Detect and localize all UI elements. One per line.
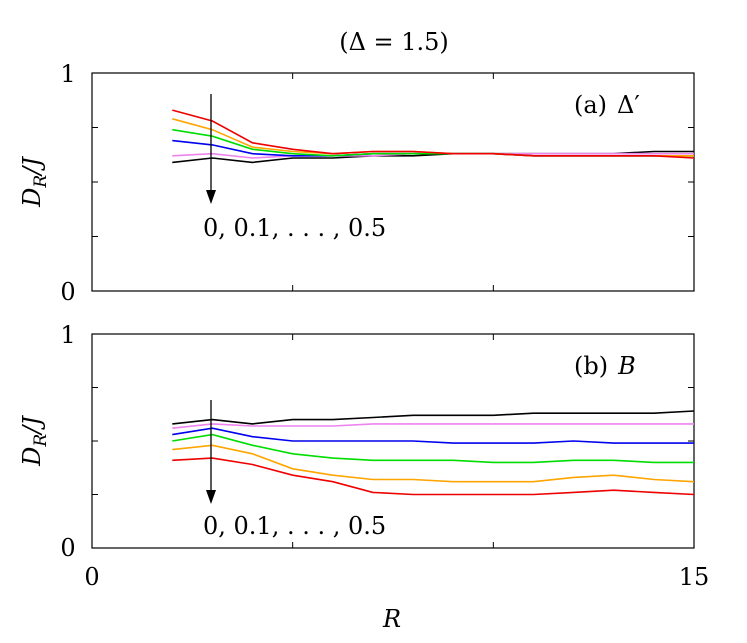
panel-b-ytick-1: 1 bbox=[60, 321, 75, 349]
panel-a-ylabel-main: D bbox=[18, 188, 46, 208]
panel-b-ylabel-tail: /J bbox=[18, 415, 46, 436]
panel-b-series-5 bbox=[172, 457, 695, 496]
panel-b-ticks bbox=[92, 334, 694, 548]
panel-a-ytick-0: 0 bbox=[60, 278, 75, 306]
panel-a-label-symbol: Δ′ bbox=[617, 91, 640, 119]
panel-a-ytick-1: 1 bbox=[60, 60, 75, 88]
panel-a-label-prefix: (a) bbox=[574, 91, 607, 119]
panel-b-xtick-0: 0 bbox=[84, 563, 99, 591]
panel-b-arrow-label: 0, 0.1, . . . , 0.5 bbox=[203, 512, 386, 540]
panel-b-ylabel-sub: R bbox=[31, 434, 51, 448]
panel-b-ylabel-main: D bbox=[18, 447, 46, 467]
panel-a-ylabel: DR/J bbox=[18, 156, 51, 208]
panel-b-series-4 bbox=[172, 444, 695, 483]
panel-b-series-1 bbox=[172, 423, 694, 429]
panel-b-xtick-15: 15 bbox=[679, 563, 710, 591]
x-axis-label: R bbox=[382, 605, 401, 633]
panel-a-ylabel-tail: /J bbox=[18, 156, 46, 177]
panel-a-arrow-label: 0, 0.1, . . . , 0.5 bbox=[203, 214, 386, 242]
panel-a: 0 1 DR/J (a) Δ′ 0, 0.1, . . . , 0.5 bbox=[18, 60, 695, 306]
panel-b-series-2 bbox=[172, 427, 694, 444]
panel-b-arrow-head bbox=[206, 490, 216, 504]
panel-a-arrow-head bbox=[206, 190, 216, 204]
panel-b-ytick-0: 0 bbox=[60, 534, 75, 562]
panel-a-series-4 bbox=[172, 118, 694, 157]
panel-b-label-prefix: (b) bbox=[574, 352, 608, 380]
figure-title: (Δ = 1.5) bbox=[339, 28, 449, 56]
panel-a-series bbox=[172, 109, 695, 164]
panel-a-label: (a) Δ′ bbox=[574, 91, 640, 119]
panel-b-series bbox=[172, 410, 695, 496]
panel-b-ylabel: DR/J bbox=[18, 415, 51, 467]
panel-b: 0 1 0 15 DR/J (b) B 0, 0.1, . . . , 0.5 bbox=[18, 321, 709, 591]
panel-b-series-0 bbox=[172, 410, 695, 425]
panel-a-ylabel-sub: R bbox=[31, 175, 51, 189]
panel-b-series-3 bbox=[172, 433, 694, 464]
panel-b-label: (b) B bbox=[574, 352, 636, 380]
panel-a-series-5 bbox=[172, 109, 695, 159]
panel-a-ticks bbox=[92, 73, 694, 291]
panel-b-label-symbol: B bbox=[617, 352, 636, 380]
